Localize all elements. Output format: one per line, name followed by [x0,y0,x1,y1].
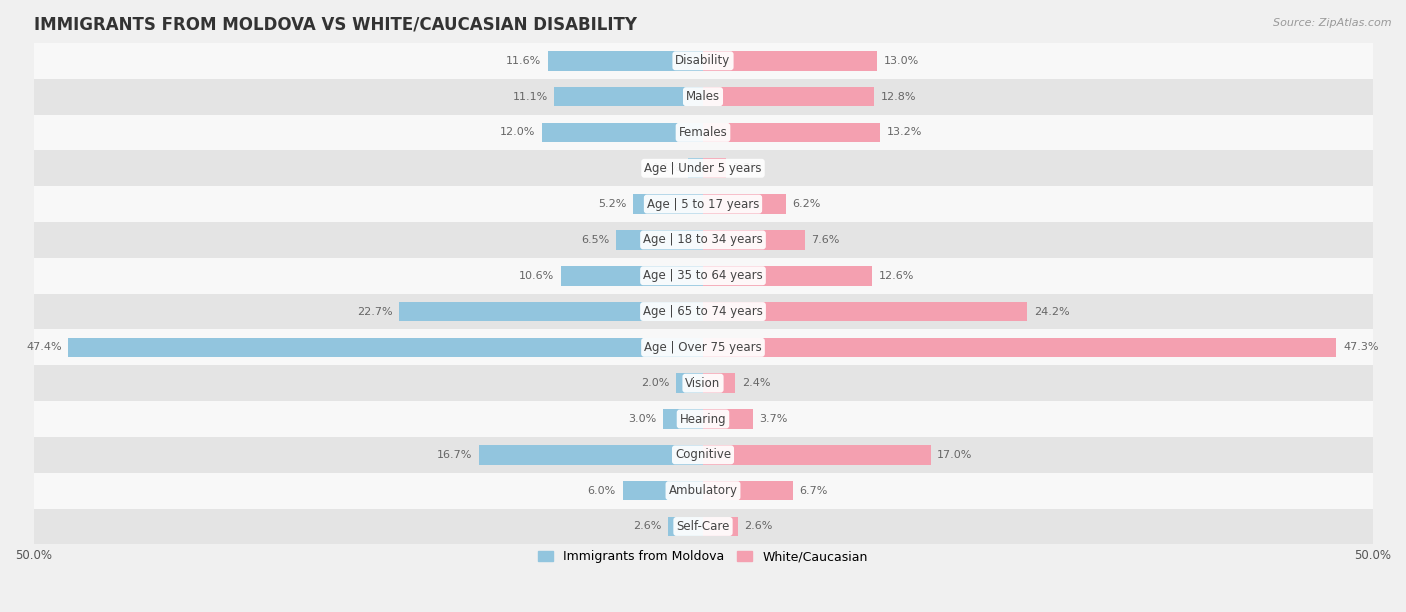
Bar [703,409,752,429]
Bar [623,481,703,501]
Bar [34,222,1372,258]
Bar [703,373,735,393]
Text: 17.0%: 17.0% [938,450,973,460]
Bar [703,87,875,106]
Bar [703,302,1026,321]
Text: 22.7%: 22.7% [357,307,392,316]
Text: 12.0%: 12.0% [501,127,536,138]
Bar [703,194,786,214]
Text: 2.6%: 2.6% [633,521,661,531]
Bar [34,186,1372,222]
Bar [34,401,1372,437]
Text: Age | 35 to 64 years: Age | 35 to 64 years [643,269,763,282]
Text: 12.6%: 12.6% [879,271,914,281]
Bar [34,151,1372,186]
Text: Hearing: Hearing [679,412,727,425]
Text: 1.7%: 1.7% [733,163,761,173]
Text: 3.0%: 3.0% [628,414,657,424]
Text: 47.4%: 47.4% [25,342,62,353]
Bar [399,302,703,321]
Bar [34,437,1372,472]
Text: 6.5%: 6.5% [581,235,609,245]
Text: 7.6%: 7.6% [811,235,839,245]
Text: Cognitive: Cognitive [675,449,731,461]
Bar [34,258,1372,294]
Text: 3.7%: 3.7% [759,414,787,424]
Bar [703,51,877,70]
Text: Vision: Vision [685,376,721,390]
Bar [69,337,703,357]
Text: Females: Females [679,126,727,139]
Bar [548,51,703,70]
Text: 2.0%: 2.0% [641,378,669,388]
Text: Males: Males [686,90,720,103]
Text: 10.6%: 10.6% [519,271,554,281]
Bar [561,266,703,286]
Text: 16.7%: 16.7% [437,450,472,460]
Bar [703,159,725,178]
Bar [633,194,703,214]
Bar [662,409,703,429]
Text: 13.0%: 13.0% [884,56,920,66]
Bar [676,373,703,393]
Text: Self-Care: Self-Care [676,520,730,533]
Bar [34,329,1372,365]
Bar [703,481,793,501]
Bar [34,294,1372,329]
Bar [34,79,1372,114]
Text: 11.6%: 11.6% [506,56,541,66]
Text: Ambulatory: Ambulatory [668,484,738,497]
Bar [689,159,703,178]
Bar [34,365,1372,401]
Text: 1.1%: 1.1% [654,163,682,173]
Text: Disability: Disability [675,54,731,67]
Text: Source: ZipAtlas.com: Source: ZipAtlas.com [1274,18,1392,28]
Bar [543,122,703,143]
Text: Age | 18 to 34 years: Age | 18 to 34 years [643,233,763,247]
Bar [616,230,703,250]
Bar [34,509,1372,545]
Bar [34,114,1372,151]
Text: 24.2%: 24.2% [1033,307,1070,316]
Bar [554,87,703,106]
Text: 2.4%: 2.4% [742,378,770,388]
Text: 6.7%: 6.7% [800,486,828,496]
Text: Age | Over 75 years: Age | Over 75 years [644,341,762,354]
Bar [479,445,703,465]
Text: 6.2%: 6.2% [793,199,821,209]
Text: Age | 5 to 17 years: Age | 5 to 17 years [647,198,759,211]
Bar [703,230,804,250]
Text: 13.2%: 13.2% [886,127,922,138]
Bar [668,517,703,536]
Bar [703,445,931,465]
Text: 6.0%: 6.0% [588,486,616,496]
Text: IMMIGRANTS FROM MOLDOVA VS WHITE/CAUCASIAN DISABILITY: IMMIGRANTS FROM MOLDOVA VS WHITE/CAUCASI… [34,15,637,33]
Bar [703,337,1336,357]
Bar [703,122,880,143]
Bar [34,43,1372,79]
Text: Age | 65 to 74 years: Age | 65 to 74 years [643,305,763,318]
Bar [703,517,738,536]
Text: Age | Under 5 years: Age | Under 5 years [644,162,762,175]
Bar [703,266,872,286]
Bar [34,472,1372,509]
Legend: Immigrants from Moldova, White/Caucasian: Immigrants from Moldova, White/Caucasian [533,545,873,568]
Text: 2.6%: 2.6% [745,521,773,531]
Text: 47.3%: 47.3% [1343,342,1378,353]
Text: 12.8%: 12.8% [882,92,917,102]
Text: 11.1%: 11.1% [512,92,548,102]
Text: 5.2%: 5.2% [599,199,627,209]
